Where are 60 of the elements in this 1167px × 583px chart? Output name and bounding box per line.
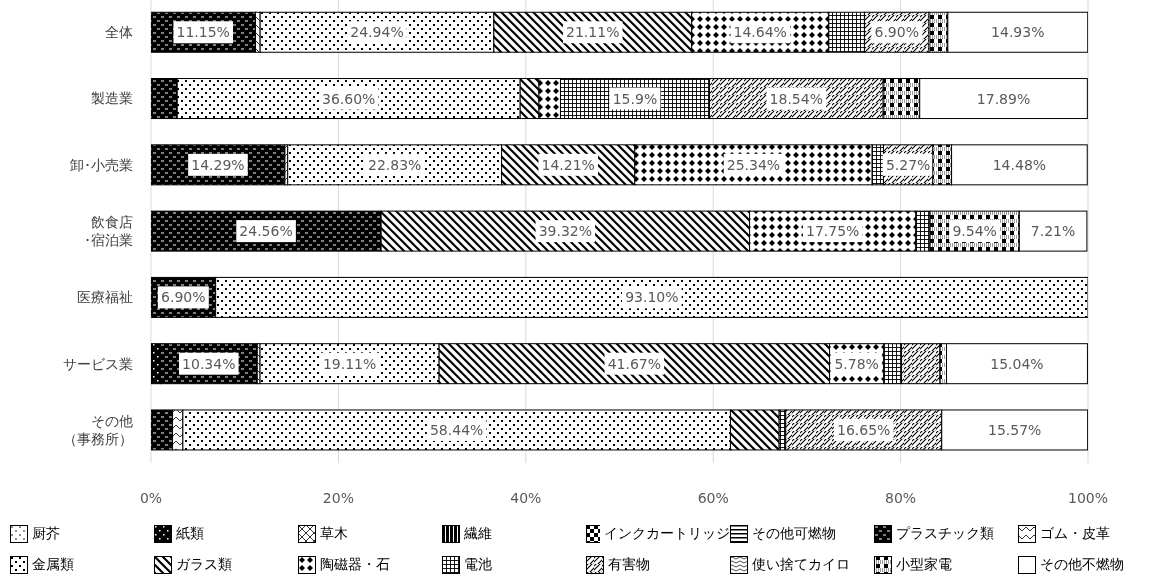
legend-label: 草木 — [320, 525, 348, 543]
data-label: 24.56% — [239, 223, 293, 240]
legend-label: プラスチック類 — [896, 525, 994, 543]
legend-label: 小型家電 — [896, 556, 952, 574]
data-label: 15.04% — [990, 355, 1044, 372]
data-label: 14.64% — [733, 24, 787, 41]
data-label: 58.44% — [429, 421, 484, 438]
data-label: 36.60% — [322, 90, 376, 107]
y-tick-label: その他（事務所） — [63, 412, 133, 447]
data-label: 24.94% — [350, 24, 404, 41]
data-label: 39.32% — [538, 223, 593, 240]
data-label: 22.83% — [367, 156, 422, 173]
x-tick-label: 40% — [510, 489, 542, 506]
data-label: 16.65% — [837, 421, 891, 438]
data-label: 6.90% — [161, 289, 206, 306]
legend-label: 電池 — [464, 556, 492, 574]
x-tick-label: 80% — [885, 489, 917, 506]
y-tick-label: 医療福祉 — [77, 289, 133, 306]
data-label: 10.34% — [182, 355, 236, 372]
x-tick-label: 20% — [322, 489, 354, 506]
data-label: 93.10% — [625, 289, 679, 306]
data-label: 7.21% — [1030, 223, 1076, 240]
data-label: 14.48% — [992, 156, 1047, 173]
y-tick-label: 全体 — [105, 24, 133, 41]
legend-label: 繊維 — [464, 525, 492, 543]
data-label: 14.29% — [191, 156, 245, 173]
data-label: 14.21% — [541, 156, 595, 173]
x-tick-label: 60% — [697, 489, 729, 506]
data-label: 15.9% — [612, 90, 658, 107]
y-tick-label: サービス業 — [63, 355, 133, 372]
data-label: 41.67% — [607, 355, 662, 372]
legend-label: 使い捨てカイロ — [752, 556, 850, 574]
data-label: 17.89% — [976, 90, 1031, 107]
data-label: 25.34% — [726, 156, 781, 173]
data-label: 6.90% — [874, 24, 919, 41]
legend-label: その他可燃物 — [752, 525, 836, 543]
data-label: 14.93% — [991, 24, 1045, 41]
data-label: 5.27% — [885, 156, 931, 173]
data-label: 17.75% — [806, 223, 860, 240]
legend-label: ゴム・皮革 — [1040, 525, 1110, 543]
data-label: 11.15% — [176, 24, 230, 41]
data-label: 19.11% — [322, 355, 377, 372]
x-tick-label: 100% — [1067, 489, 1109, 506]
legend-label: 陶磁器・石 — [320, 556, 390, 574]
data-label: 18.54% — [769, 90, 824, 107]
legend-label: 金属類 — [32, 556, 74, 574]
legend-label: 厨芥 — [32, 525, 60, 543]
y-tick-label: 製造業 — [91, 90, 133, 107]
data-label: 15.57% — [987, 421, 1042, 438]
legend-label: インクカートリッジ — [604, 525, 730, 543]
legend-label: 有害物 — [608, 556, 650, 574]
legend-label: ガラス類 — [176, 556, 232, 574]
data-label: 21.11% — [566, 24, 620, 41]
x-tick-label: 0% — [139, 489, 163, 506]
data-label: 5.78% — [834, 355, 879, 372]
data-label: 9.54% — [952, 223, 997, 240]
legend-label: その他不燃物 — [1040, 556, 1124, 574]
legend-label: 紙類 — [176, 525, 204, 543]
y-tick-label: 卸･小売業 — [70, 156, 133, 173]
y-tick-label: 飲食店･宿泊業 — [84, 214, 133, 248]
